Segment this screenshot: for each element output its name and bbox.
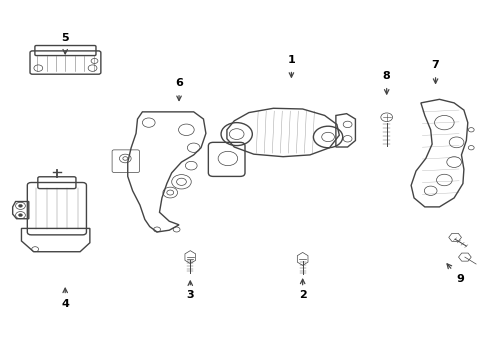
Text: 6: 6 bbox=[175, 78, 183, 88]
Circle shape bbox=[19, 214, 23, 217]
Text: 5: 5 bbox=[61, 33, 69, 43]
Text: 1: 1 bbox=[288, 55, 295, 65]
Text: 4: 4 bbox=[61, 299, 69, 309]
Text: 9: 9 bbox=[456, 274, 464, 284]
Text: 2: 2 bbox=[299, 291, 307, 301]
Circle shape bbox=[19, 204, 23, 207]
Text: 7: 7 bbox=[432, 60, 440, 70]
Text: 3: 3 bbox=[187, 291, 194, 301]
Text: 8: 8 bbox=[383, 71, 391, 81]
